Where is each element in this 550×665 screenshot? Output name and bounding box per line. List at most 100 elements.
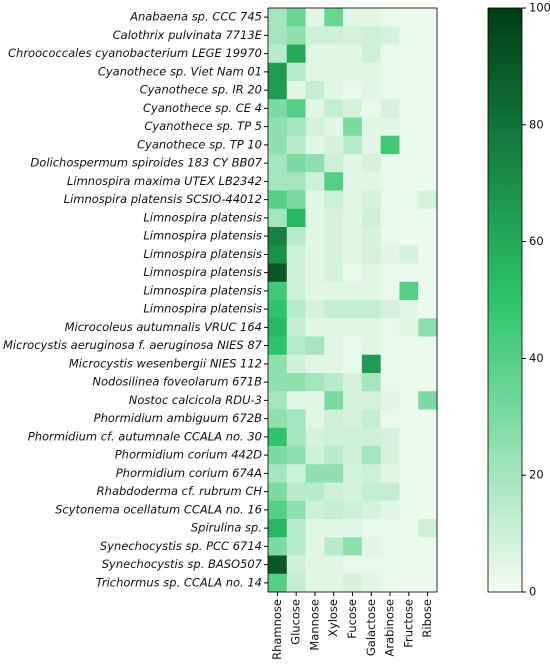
- heat-cell: [418, 446, 438, 465]
- heat-cell: [418, 300, 438, 319]
- heat-cell: [361, 354, 381, 374]
- heat-cell: [324, 464, 344, 483]
- heat-cell: [268, 227, 288, 246]
- heat-cell: [286, 519, 306, 538]
- row-label: Cyanothece sp. CE 4: [143, 101, 262, 115]
- heat-cell: [399, 519, 419, 538]
- row-label: Scytonema ocellatum CCALA no. 16: [55, 502, 262, 516]
- row-label: Phormidium ambiguum 672B: [94, 411, 262, 425]
- heat-cell: [305, 263, 325, 283]
- heat-cell: [380, 81, 400, 100]
- heat-cell: [380, 573, 400, 593]
- heat-cell: [286, 26, 306, 45]
- heat-cell: [305, 537, 325, 556]
- heat-cell: [305, 172, 325, 191]
- heat-cell: [268, 263, 288, 283]
- colorbar-tick-label: 20: [529, 468, 544, 482]
- heat-cell: [380, 409, 400, 429]
- heat-cell: [380, 190, 400, 210]
- heat-cell: [324, 373, 344, 392]
- heat-cell: [380, 519, 400, 538]
- heat-cell: [324, 427, 344, 447]
- heat-cell: [361, 227, 381, 246]
- heat-cell: [418, 409, 438, 429]
- heat-cell: [268, 391, 288, 410]
- heat-cell: [399, 190, 419, 210]
- heat-cell: [418, 537, 438, 556]
- heat-cell: [268, 208, 288, 228]
- heat-cell: [268, 154, 288, 173]
- heat-cell: [268, 318, 288, 337]
- heat-cell: [286, 172, 306, 191]
- heat-cell: [305, 208, 325, 228]
- heat-cell: [418, 154, 438, 173]
- heat-cell: [380, 281, 400, 301]
- heat-cell: [286, 208, 306, 228]
- heat-cell: [268, 373, 288, 392]
- heat-cell: [324, 300, 344, 319]
- heat-cell: [399, 391, 419, 410]
- heat-cell: [286, 409, 306, 429]
- heat-cell: [324, 81, 344, 100]
- heat-cell: [268, 446, 288, 465]
- heat-cell: [361, 409, 381, 429]
- row-label: Synechocystis sp. PCC 6714: [100, 539, 262, 553]
- heat-cell: [343, 135, 363, 155]
- heat-cell: [399, 281, 419, 301]
- heat-cell: [361, 446, 381, 465]
- heat-cell: [268, 81, 288, 100]
- heat-cell: [324, 537, 344, 556]
- heat-cell: [343, 117, 363, 137]
- heat-cell: [380, 464, 400, 483]
- heat-cell: [380, 208, 400, 228]
- heat-cell: [305, 154, 325, 173]
- column-label: Xylose: [326, 599, 340, 637]
- heat-cell: [418, 336, 438, 356]
- heat-cell: [286, 62, 306, 82]
- row-label: Phormidium cf. autumnale CCALA no. 30: [28, 429, 262, 443]
- heat-cell: [305, 573, 325, 593]
- heat-cell: [418, 8, 438, 27]
- heat-cell: [343, 318, 363, 337]
- heat-cell: [399, 81, 419, 100]
- heat-cell: [343, 172, 363, 191]
- heat-cell: [380, 227, 400, 246]
- heat-cell: [324, 227, 344, 246]
- row-label: Limnospira platensis: [143, 210, 262, 224]
- heat-cell: [380, 537, 400, 556]
- heat-cell: [268, 427, 288, 447]
- heat-cell: [343, 245, 363, 264]
- heat-cell: [399, 318, 419, 337]
- heat-cell: [305, 245, 325, 264]
- heat-cell: [399, 44, 419, 64]
- heat-cell: [399, 208, 419, 228]
- heat-cell: [418, 62, 438, 82]
- heat-cell: [268, 354, 288, 374]
- heat-cell: [343, 537, 363, 556]
- heat-cell: [418, 26, 438, 45]
- heat-cell: [286, 464, 306, 483]
- heat-cell: [418, 573, 438, 593]
- heat-cell: [418, 245, 438, 264]
- heat-cell: [361, 99, 381, 118]
- heat-cell: [418, 555, 438, 575]
- heat-cell: [286, 99, 306, 118]
- heat-cell: [399, 26, 419, 45]
- heat-cell: [305, 44, 325, 64]
- heat-cell: [268, 555, 288, 575]
- heat-cell: [268, 245, 288, 264]
- row-label: Limnospira platensis: [143, 229, 262, 243]
- heat-cell: [286, 373, 306, 392]
- heat-cell: [286, 44, 306, 64]
- heat-cell: [343, 482, 363, 502]
- heat-cell: [324, 99, 344, 118]
- row-label: Anabaena sp. CCC 745: [129, 10, 262, 24]
- heat-cell: [286, 135, 306, 155]
- heat-cell: [418, 354, 438, 374]
- heat-cell: [399, 409, 419, 429]
- heat-cell: [361, 300, 381, 319]
- heat-cell: [399, 62, 419, 82]
- heat-cell: [361, 427, 381, 447]
- heat-cell: [380, 8, 400, 27]
